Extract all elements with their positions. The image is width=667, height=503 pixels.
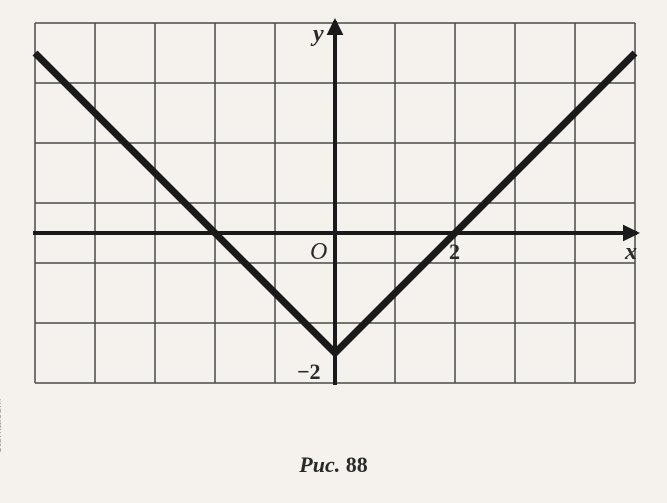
- svg-text:x: x: [624, 239, 637, 265]
- graph-chart: y x O 2 −2: [30, 18, 640, 428]
- watermark-text: 5terka.com: [0, 399, 4, 453]
- figure-caption: Рис. 88: [0, 452, 667, 478]
- svg-text:O: O: [310, 239, 327, 265]
- svg-text:y: y: [310, 21, 324, 47]
- svg-text:−2: −2: [297, 359, 321, 384]
- caption-prefix: Рис.: [299, 452, 340, 477]
- chart-svg: y x O 2 −2: [30, 18, 640, 428]
- caption-number: 88: [346, 452, 368, 477]
- svg-text:2: 2: [449, 239, 460, 264]
